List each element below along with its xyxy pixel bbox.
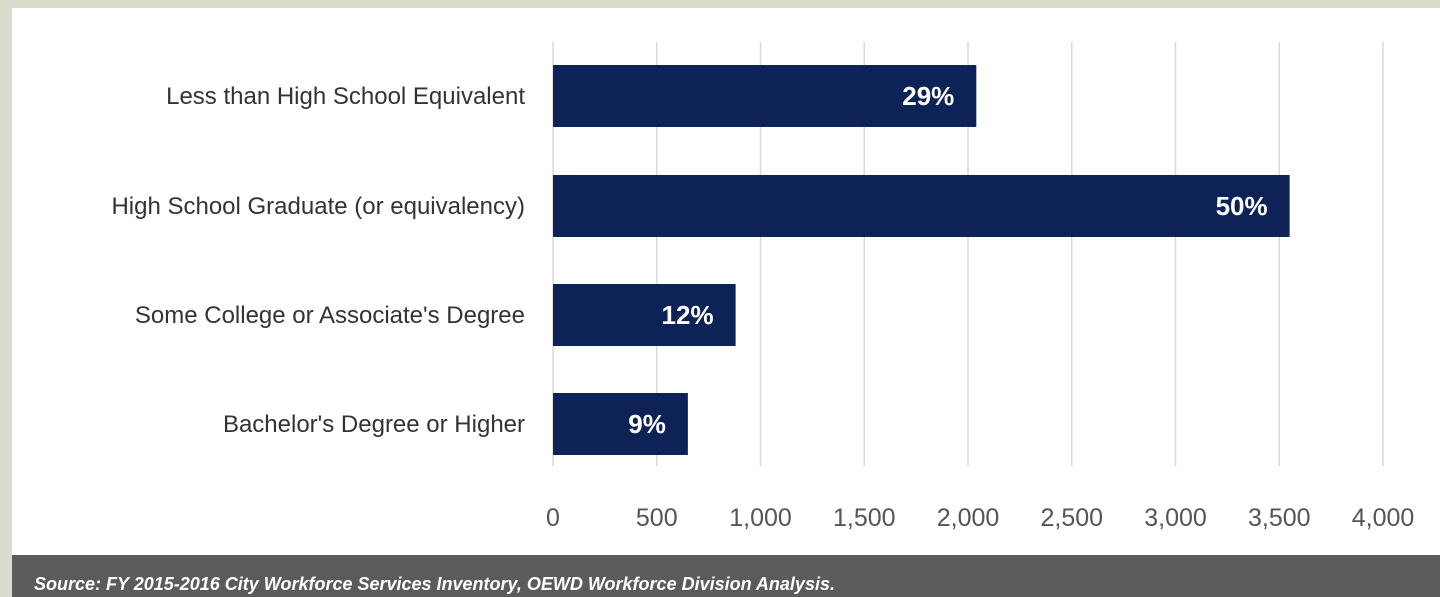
x-tick-label: 3,000 bbox=[1144, 504, 1207, 532]
x-tick-label: 2,000 bbox=[937, 504, 1000, 532]
bars: 29% 50% 12% 9% bbox=[553, 65, 1290, 455]
x-tick-label: 1,500 bbox=[833, 504, 896, 532]
bar bbox=[553, 65, 977, 127]
bar bbox=[553, 284, 736, 346]
category-labels: Less than High School Equivalent High Sch… bbox=[111, 83, 525, 438]
source-text: Source: FY 2015-2016 City Workforce Serv… bbox=[34, 574, 835, 594]
category-label: Some College or Associate's Degree bbox=[135, 302, 525, 329]
category-label: Less than High School Equivalent bbox=[166, 83, 525, 110]
data-label: 12% bbox=[662, 300, 714, 330]
x-tick-label: 500 bbox=[636, 504, 678, 532]
bar bbox=[553, 393, 688, 455]
bar bbox=[553, 175, 1290, 237]
x-tick-label: 3,500 bbox=[1248, 504, 1311, 532]
x-axis-ticks: 0 500 1,000 1,500 2,000 2,500 3,000 3,500 4,000 bbox=[546, 504, 1414, 532]
data-label: 9% bbox=[628, 409, 666, 439]
x-tick-label: 0 bbox=[546, 504, 560, 532]
data-label: 50% bbox=[1216, 191, 1268, 221]
x-tick-label: 4,000 bbox=[1352, 504, 1415, 532]
data-label: 29% bbox=[902, 81, 954, 111]
category-label: High School Graduate (or equivalency) bbox=[111, 193, 525, 220]
x-tick-label: 2,500 bbox=[1040, 504, 1103, 532]
category-label: Bachelor's Degree or Higher bbox=[223, 411, 525, 438]
source-footer: Source: FY 2015-2016 City Workforce Serv… bbox=[12, 555, 1440, 597]
x-tick-label: 1,000 bbox=[729, 504, 792, 532]
chart-panel: 29% 50% 12% 9% Less than High School Equiva… bbox=[12, 8, 1440, 597]
bar-chart: 29% 50% 12% 9% Less than High School Equiva… bbox=[111, 42, 1414, 532]
